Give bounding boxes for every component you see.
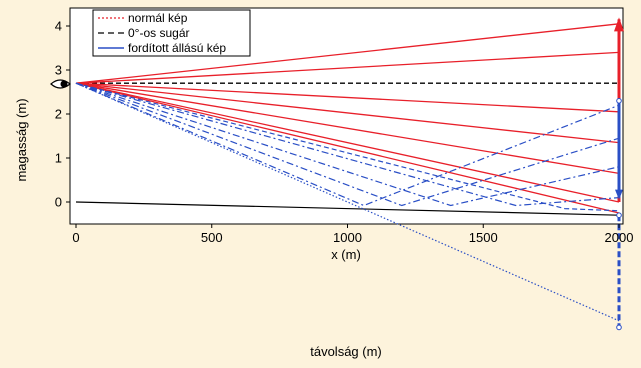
normal-ray-6	[75, 82, 620, 203]
bar-end-marker	[616, 212, 622, 218]
inverted-ray-5	[75, 82, 620, 212]
y-tick-label: 0	[55, 195, 62, 210]
normal-ray-4	[75, 82, 620, 144]
bar-end-marker	[616, 324, 622, 331]
inverted-ray-6	[75, 82, 620, 322]
y-tick-label: 3	[55, 63, 62, 78]
legend-label-inverted: fordított állású kép	[128, 41, 226, 55]
ray-layer	[75, 23, 620, 322]
tick-layer: 0 500 1000 1500 2000 0 1 2 3 4	[55, 19, 634, 246]
ground-line	[75, 201, 620, 216]
x-axis-label: x (m)	[331, 247, 361, 262]
x-tick-label: 2000	[605, 230, 634, 245]
x-tick-label: 0	[72, 230, 79, 245]
legend-label-zero-ray: 0°-os sugár	[128, 26, 190, 40]
legend: normál kép 0°-os sugár fordított állású …	[92, 9, 251, 57]
image-extent-bars	[614, 17, 624, 331]
observer-eye-icon	[50, 79, 71, 89]
x-tick-label: 500	[201, 230, 223, 245]
arrow-up-icon	[614, 17, 624, 32]
normal-ray-3	[75, 82, 620, 113]
normal-ray-5	[75, 82, 620, 175]
normal-ray-7	[75, 82, 620, 214]
y-axis-label: magasság (m)	[14, 98, 29, 181]
y-tick-label: 1	[55, 151, 62, 166]
bottom-distance-label: távolság (m)	[310, 344, 382, 359]
inverted-ray-3	[75, 82, 620, 207]
inverted-ray-4	[75, 82, 620, 207]
inverted-ray-2	[75, 82, 620, 207]
bar-end-marker	[616, 98, 622, 104]
normal-ray-2	[75, 51, 620, 84]
y-tick-label: 4	[55, 19, 62, 34]
normal-ray-1	[75, 23, 620, 84]
y-tick-label: 2	[55, 107, 62, 122]
legend-label-normal: normál kép	[128, 11, 188, 25]
inverted-ray-1	[75, 82, 620, 207]
x-tick-label: 1500	[469, 230, 498, 245]
arrow-down-icon	[615, 189, 623, 200]
x-tick-label: 1000	[333, 230, 362, 245]
